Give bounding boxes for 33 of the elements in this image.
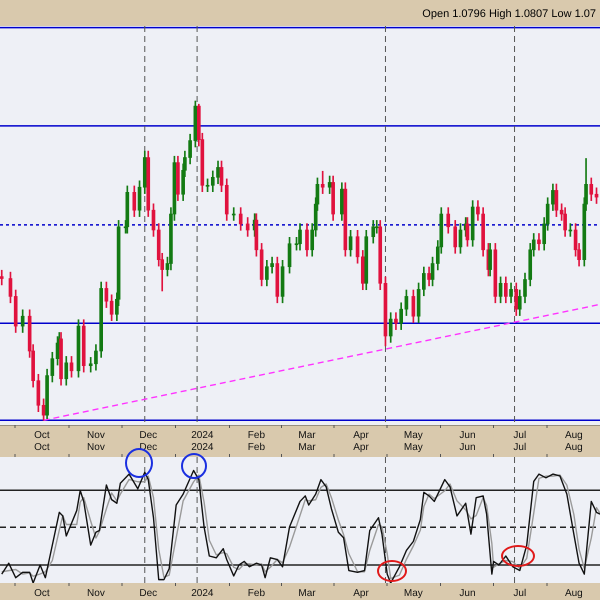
x2-tick-label: Feb [248,442,266,453]
x-tick-label: Nov [87,430,105,441]
x-tick-label: Mar [298,588,316,599]
x-tick-label: Jun [459,430,476,441]
x-tick-label: 2024 [191,588,214,599]
x-tick-label: Jul [513,588,526,599]
x-tick-label: Feb [248,588,266,599]
x2-tick-label: Jun [459,442,476,453]
x2-tick-label: May [404,442,423,453]
x2-tick-label: Oct [34,442,50,453]
x2-tick-label: Mar [298,442,316,453]
x2-tick-label: Apr [353,442,370,453]
x2-tick-label: 2024 [191,442,214,453]
x-tick-label: Aug [564,588,583,599]
x-tick-label: Dec [139,588,158,599]
x-tick-label: May [404,588,423,599]
x-tick-label: 2024 [191,430,214,441]
x-tick-label: Dec [139,430,158,441]
x-tick-label: Apr [353,588,370,599]
x-tick-label: Nov [87,588,105,599]
x2-tick-label: Jul [513,442,526,453]
x-tick-label: May [404,430,423,441]
x-tick-label: Feb [248,430,266,441]
x-tick-label: Mar [298,430,316,441]
x2-tick-label: Nov [87,442,105,453]
x-tick-label: Jul [513,430,526,441]
x-tick-label: Aug [564,430,583,441]
x-tick-label: Oct [34,430,50,441]
x-tick-label: Jun [459,588,476,599]
x2-tick-label: Aug [564,442,583,453]
text: Open 1.0796 High 1.0807 Low 1.07 [422,8,596,20]
x-tick-label: Apr [353,430,370,441]
x-tick-label: Oct [34,588,50,599]
